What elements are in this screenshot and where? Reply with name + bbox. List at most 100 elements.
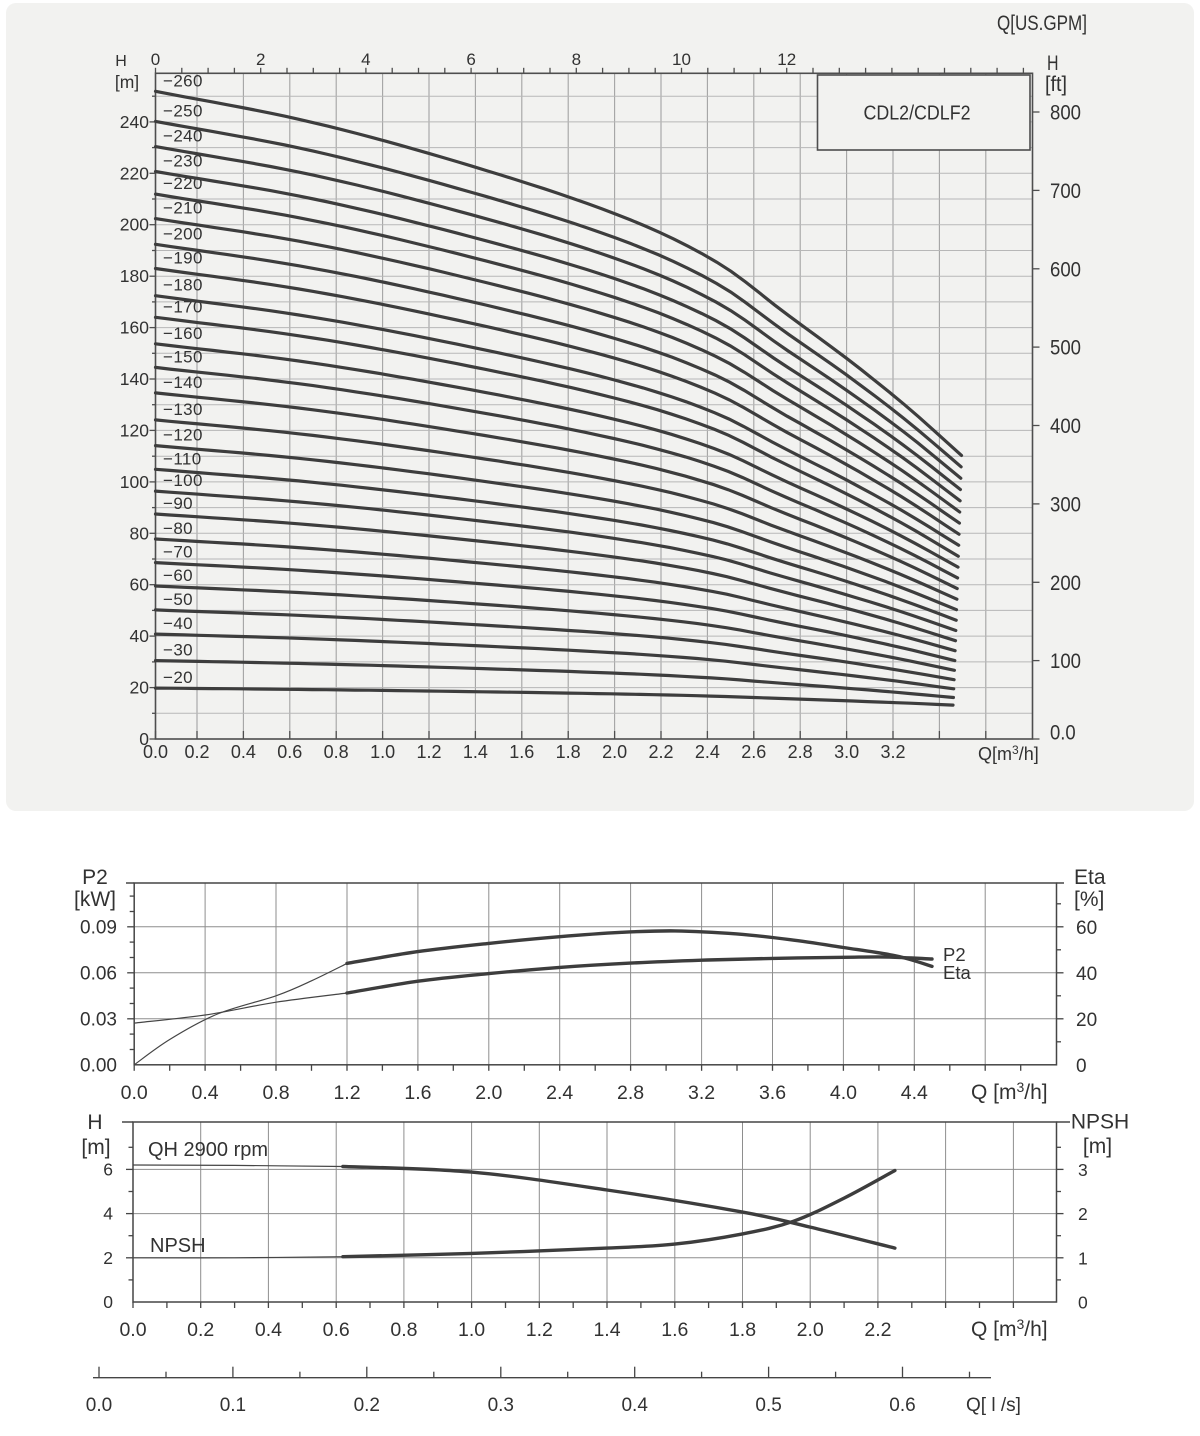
svg-text:200: 200 bbox=[120, 215, 149, 235]
svg-text:1.4: 1.4 bbox=[463, 742, 488, 762]
svg-text:4: 4 bbox=[361, 50, 370, 69]
svg-text:0.4: 0.4 bbox=[231, 742, 256, 762]
svg-text:0: 0 bbox=[103, 1292, 113, 1312]
svg-text:160: 160 bbox=[120, 318, 149, 338]
svg-text:0.06: 0.06 bbox=[80, 963, 117, 984]
svg-text:−70: −70 bbox=[163, 543, 193, 562]
svg-text:2: 2 bbox=[1078, 1204, 1088, 1224]
svg-text:100: 100 bbox=[120, 472, 149, 492]
svg-text:2.0: 2.0 bbox=[602, 742, 627, 762]
svg-text:3.2: 3.2 bbox=[880, 742, 905, 762]
svg-text:P2: P2 bbox=[82, 866, 108, 889]
svg-text:700: 700 bbox=[1050, 180, 1081, 203]
svg-text:−90: −90 bbox=[163, 494, 193, 513]
svg-text:1.0: 1.0 bbox=[458, 1319, 485, 1341]
svg-text:[ft]: [ft] bbox=[1045, 73, 1067, 96]
svg-text:−50: −50 bbox=[163, 590, 193, 609]
svg-text:0: 0 bbox=[139, 729, 149, 749]
svg-text:−120: −120 bbox=[163, 426, 203, 445]
svg-text:2.8: 2.8 bbox=[788, 742, 813, 762]
svg-text:1.0: 1.0 bbox=[370, 742, 395, 762]
svg-text:0.1: 0.1 bbox=[220, 1395, 246, 1416]
svg-text:2.0: 2.0 bbox=[797, 1319, 824, 1341]
svg-text:−250: −250 bbox=[163, 101, 203, 120]
svg-text:80: 80 bbox=[130, 523, 150, 543]
svg-text:2.4: 2.4 bbox=[695, 742, 720, 762]
svg-text:4.4: 4.4 bbox=[901, 1082, 928, 1104]
svg-text:0.4: 0.4 bbox=[192, 1082, 219, 1104]
svg-text:0.03: 0.03 bbox=[80, 1009, 117, 1030]
svg-text:−100: −100 bbox=[163, 471, 203, 490]
svg-text:Eta: Eta bbox=[1074, 866, 1106, 889]
svg-text:800: 800 bbox=[1050, 102, 1081, 125]
svg-text:0: 0 bbox=[1076, 1056, 1087, 1077]
svg-text:−200: −200 bbox=[163, 224, 203, 243]
svg-text:2.2: 2.2 bbox=[864, 1319, 891, 1341]
svg-text:Q[US.GPM]: Q[US.GPM] bbox=[997, 12, 1087, 35]
svg-text:3.2: 3.2 bbox=[688, 1082, 715, 1104]
svg-text:0.0: 0.0 bbox=[119, 1319, 146, 1341]
svg-text:60: 60 bbox=[130, 575, 150, 595]
svg-text:240: 240 bbox=[120, 112, 149, 132]
svg-text:1.8: 1.8 bbox=[556, 742, 581, 762]
svg-text:[m]: [m] bbox=[115, 72, 139, 92]
svg-text:−130: −130 bbox=[163, 400, 203, 419]
svg-text:2.0: 2.0 bbox=[475, 1082, 502, 1104]
svg-text:40: 40 bbox=[130, 626, 150, 646]
svg-text:2: 2 bbox=[256, 50, 265, 69]
svg-text:0: 0 bbox=[151, 50, 160, 69]
svg-text:1.8: 1.8 bbox=[729, 1319, 756, 1341]
svg-text:−30: −30 bbox=[163, 641, 193, 660]
svg-text:0.0: 0.0 bbox=[121, 1082, 148, 1104]
svg-text:0.0: 0.0 bbox=[1050, 722, 1076, 745]
svg-text:0.2: 0.2 bbox=[184, 742, 209, 762]
svg-text:1.2: 1.2 bbox=[416, 742, 441, 762]
svg-text:2.4: 2.4 bbox=[546, 1082, 573, 1104]
svg-text:−40: −40 bbox=[163, 614, 193, 633]
svg-text:0.00: 0.00 bbox=[80, 1055, 117, 1076]
svg-text:0.6: 0.6 bbox=[323, 1319, 350, 1341]
svg-text:180: 180 bbox=[120, 266, 149, 286]
svg-text:−60: −60 bbox=[163, 566, 193, 585]
svg-text:H: H bbox=[87, 1111, 102, 1134]
svg-text:4.0: 4.0 bbox=[830, 1082, 857, 1104]
svg-text:100: 100 bbox=[1050, 650, 1081, 673]
svg-text:Q [m3/h]: Q [m3/h] bbox=[971, 1079, 1048, 1104]
svg-text:[%]: [%] bbox=[1074, 888, 1104, 911]
svg-text:[m]: [m] bbox=[81, 1136, 110, 1159]
svg-text:12: 12 bbox=[777, 50, 796, 69]
svg-text:3: 3 bbox=[1078, 1160, 1088, 1180]
svg-text:0.4: 0.4 bbox=[621, 1395, 648, 1416]
svg-text:2.8: 2.8 bbox=[617, 1082, 644, 1104]
svg-text:0.6: 0.6 bbox=[889, 1395, 915, 1416]
svg-text:0.3: 0.3 bbox=[488, 1395, 514, 1416]
svg-text:QH 2900 rpm: QH 2900 rpm bbox=[148, 1139, 268, 1161]
svg-text:40: 40 bbox=[1076, 964, 1097, 985]
svg-text:H: H bbox=[1047, 52, 1059, 75]
svg-text:NPSH: NPSH bbox=[150, 1235, 206, 1257]
svg-text:1.4: 1.4 bbox=[593, 1319, 620, 1341]
svg-text:0: 0 bbox=[1078, 1293, 1088, 1313]
svg-text:−110: −110 bbox=[163, 449, 202, 468]
svg-text:600: 600 bbox=[1050, 258, 1081, 281]
svg-text:0.09: 0.09 bbox=[80, 917, 117, 938]
svg-text:CDL2/CDLF2: CDL2/CDLF2 bbox=[864, 103, 971, 125]
svg-text:−210: −210 bbox=[163, 199, 203, 218]
svg-text:3.6: 3.6 bbox=[759, 1082, 786, 1104]
svg-text:0.8: 0.8 bbox=[390, 1319, 417, 1341]
svg-text:120: 120 bbox=[120, 420, 149, 440]
svg-text:1.6: 1.6 bbox=[661, 1319, 688, 1341]
svg-text:Q[ l /s]: Q[ l /s] bbox=[966, 1395, 1021, 1416]
svg-text:6: 6 bbox=[466, 50, 475, 69]
svg-text:60: 60 bbox=[1076, 918, 1097, 939]
svg-text:0.0: 0.0 bbox=[143, 742, 168, 762]
svg-text:10: 10 bbox=[672, 50, 691, 69]
svg-text:−160: −160 bbox=[163, 324, 203, 343]
svg-text:1: 1 bbox=[1078, 1248, 1088, 1268]
svg-text:400: 400 bbox=[1050, 415, 1081, 438]
svg-text:1.6: 1.6 bbox=[509, 742, 534, 762]
svg-text:2: 2 bbox=[103, 1248, 113, 1268]
svg-text:20: 20 bbox=[130, 678, 150, 698]
svg-text:500: 500 bbox=[1050, 337, 1081, 360]
svg-text:220: 220 bbox=[120, 163, 149, 183]
